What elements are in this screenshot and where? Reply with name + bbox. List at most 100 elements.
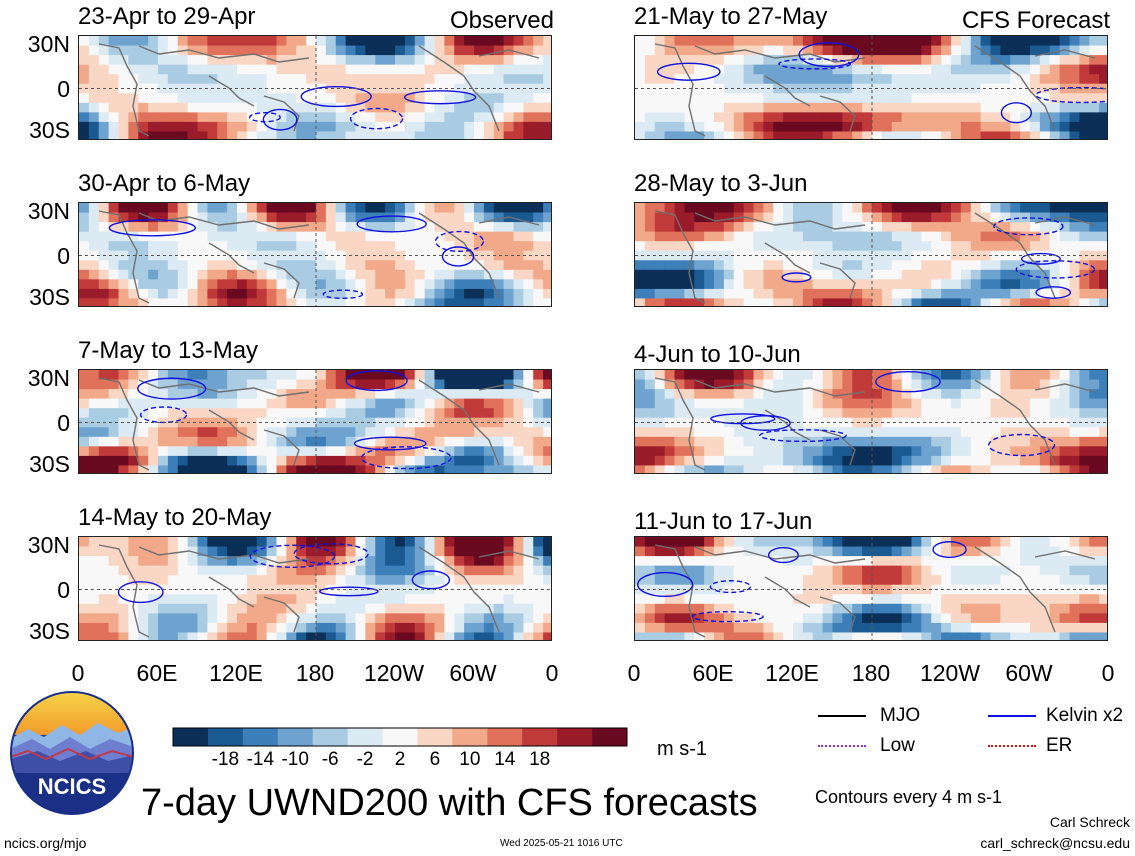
heatmap-cell bbox=[1099, 556, 1107, 567]
heatmap-cell bbox=[474, 288, 485, 300]
heatmap-cell bbox=[335, 427, 347, 438]
heatmap-cell bbox=[714, 370, 725, 381]
heatmap-cell bbox=[434, 260, 445, 271]
heatmap-cell bbox=[1030, 632, 1041, 640]
heatmap-cell bbox=[654, 446, 666, 457]
heatmap-cell bbox=[167, 121, 179, 133]
heatmap-cell bbox=[533, 632, 544, 640]
heatmap-cell bbox=[1049, 112, 1061, 123]
heatmap-cell bbox=[256, 55, 268, 66]
heatmap-cell bbox=[375, 565, 386, 576]
heatmap-cell bbox=[385, 622, 396, 634]
heatmap-cell bbox=[533, 74, 544, 85]
heatmap-cell bbox=[793, 622, 804, 634]
heatmap-cell bbox=[325, 408, 337, 419]
heatmap-cell bbox=[822, 622, 834, 634]
heatmap-cell bbox=[434, 455, 445, 467]
heatmap-cell bbox=[743, 537, 755, 548]
heatmap-cell bbox=[158, 389, 169, 400]
heatmap-cell bbox=[941, 594, 952, 605]
heatmap-cell bbox=[404, 370, 416, 381]
heatmap-cell bbox=[635, 102, 646, 113]
heatmap-cell bbox=[108, 121, 120, 133]
heatmap-cell bbox=[901, 112, 913, 123]
heatmap-cell bbox=[296, 112, 307, 123]
heatmap-cell bbox=[743, 93, 755, 104]
heatmap-cell bbox=[533, 288, 544, 300]
heatmap-cell bbox=[743, 55, 755, 66]
heatmap-cell bbox=[207, 436, 218, 447]
heatmap-cell bbox=[335, 389, 347, 400]
heatmap-cell bbox=[88, 269, 100, 280]
heatmap-cell bbox=[960, 603, 972, 614]
heatmap-cell bbox=[664, 427, 676, 438]
heatmap-cell bbox=[674, 575, 685, 586]
heatmap-cell bbox=[375, 622, 386, 634]
heatmap-cell bbox=[424, 55, 436, 66]
heatmap-cell bbox=[822, 632, 834, 640]
heatmap-cell bbox=[1059, 279, 1071, 290]
heatmap-cell bbox=[832, 632, 843, 640]
heatmap-cell bbox=[424, 121, 436, 133]
heatmap-cell bbox=[543, 632, 551, 640]
heatmap-cell bbox=[108, 417, 120, 428]
heatmap-cell bbox=[921, 546, 932, 557]
heatmap-cell bbox=[474, 64, 485, 75]
heatmap-cell bbox=[1079, 446, 1090, 457]
coastline bbox=[418, 45, 500, 132]
heatmap-cell bbox=[533, 603, 544, 614]
heatmap-cell bbox=[118, 64, 129, 75]
heatmap-cell bbox=[694, 260, 705, 271]
heatmap-cell bbox=[404, 279, 416, 290]
heatmap-cell bbox=[723, 455, 735, 467]
heatmap-cell bbox=[931, 260, 942, 271]
heatmap-cell bbox=[921, 74, 932, 85]
heatmap-cell bbox=[862, 556, 873, 567]
heatmap-cell bbox=[1010, 212, 1021, 223]
heatmap-cell bbox=[812, 121, 824, 133]
heatmap-cell bbox=[345, 64, 357, 75]
heatmap-cell bbox=[763, 64, 774, 75]
heatmap-cell bbox=[424, 241, 436, 252]
heatmap-cell bbox=[325, 613, 337, 624]
heatmap-cell bbox=[1010, 408, 1021, 419]
kelvin-contour bbox=[249, 111, 281, 123]
heatmap-cell bbox=[128, 288, 139, 300]
heatmap-cell bbox=[901, 55, 913, 66]
heatmap-cell bbox=[1089, 622, 1100, 634]
heatmap-cell bbox=[404, 565, 416, 576]
heatmap-cell bbox=[167, 408, 179, 419]
heatmap-cell bbox=[543, 45, 551, 56]
heatmap-cell bbox=[812, 379, 824, 390]
heatmap-cell bbox=[743, 613, 755, 624]
heatmap-cell bbox=[108, 379, 120, 390]
heatmap-cell bbox=[1079, 279, 1090, 290]
heatmap-cell bbox=[773, 556, 784, 567]
heatmap-cell bbox=[852, 632, 863, 640]
heatmap-cell bbox=[385, 546, 396, 557]
x-tick-label: 120W bbox=[363, 660, 425, 686]
heatmap-cell bbox=[434, 212, 445, 223]
x-tick-label: 60W bbox=[449, 660, 497, 686]
heatmap-cell bbox=[197, 594, 208, 605]
heatmap-cell bbox=[444, 222, 455, 233]
heatmap-cell bbox=[1020, 260, 1031, 271]
heatmap-cell bbox=[187, 64, 199, 75]
heatmap-cell bbox=[167, 102, 179, 113]
heatmap-cell bbox=[733, 64, 745, 75]
heatmap-cell bbox=[464, 45, 475, 56]
heatmap-cell bbox=[901, 260, 913, 271]
heatmap-cell bbox=[812, 565, 824, 576]
heatmap-cell bbox=[197, 212, 208, 223]
heatmap-cell bbox=[454, 298, 465, 306]
heatmap-cell bbox=[365, 417, 376, 428]
heatmap-cell bbox=[852, 212, 863, 223]
heatmap-cell bbox=[385, 288, 396, 300]
heatmap-cell bbox=[941, 370, 952, 381]
heatmap-cell bbox=[891, 222, 903, 233]
heatmap-cell bbox=[1020, 537, 1031, 548]
heatmap-cell bbox=[503, 556, 515, 567]
heatmap-cell bbox=[921, 36, 932, 47]
heatmap-cell bbox=[714, 455, 725, 467]
heatmap-cell bbox=[1020, 613, 1031, 624]
